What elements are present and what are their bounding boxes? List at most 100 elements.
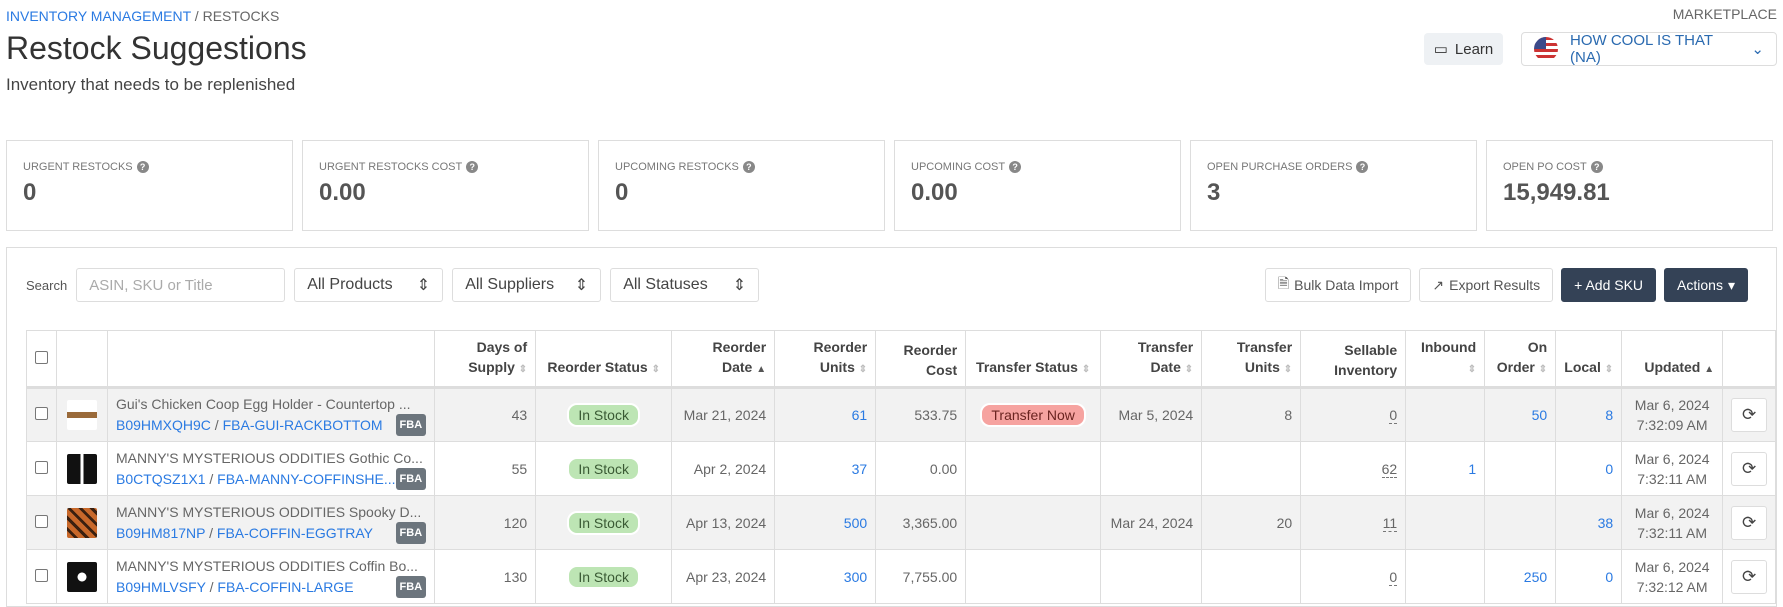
asin-link[interactable]: B09HMXQH9C	[116, 417, 211, 433]
help-icon[interactable]: ?	[1356, 161, 1369, 173]
reorder-units-cell: 37	[774, 441, 877, 496]
column-header[interactable]: Transfer Units ⇕	[1201, 330, 1302, 389]
video-icon: ▭	[1433, 41, 1448, 58]
product-thumbnail[interactable]	[67, 507, 97, 538]
sku-link[interactable]: FBA-MANNY-COFFINSHE...	[217, 470, 396, 487]
bulk-import-button[interactable]: 🗎 Bulk Data Import	[1264, 268, 1412, 302]
sku-link[interactable]: FBA-COFFIN-EGGTRAY	[216, 524, 373, 541]
column-header[interactable]: Inbound ⇕	[1405, 330, 1486, 389]
inbound-cell	[1405, 495, 1486, 550]
stat-card: OPEN PO COST? 15,949.81	[1486, 140, 1773, 231]
help-icon[interactable]: ?	[136, 161, 149, 173]
product-thumbnail[interactable]	[67, 561, 97, 592]
asin-link[interactable]: B09HM817NP	[116, 524, 206, 541]
column-header[interactable]: Reorder Units ⇕	[774, 330, 877, 389]
help-icon[interactable]: ?	[742, 161, 755, 173]
learn-button[interactable]: ▭ Learn	[1424, 33, 1503, 65]
help-icon[interactable]: ?	[1590, 161, 1603, 173]
filter-toolbar: Search All Products ⇕ All Suppliers ⇕ All …	[26, 268, 760, 302]
page-title: Restock Suggestions	[6, 30, 307, 66]
column-header[interactable]: Reorder Date ▲	[671, 330, 776, 389]
column-header[interactable]: Transfer Status ⇕	[965, 330, 1102, 389]
onorder-value[interactable]: 250	[1523, 568, 1548, 585]
product-thumbnail[interactable]	[67, 400, 97, 430]
learn-label: Learn	[1454, 40, 1494, 58]
tunits-value: 8	[1284, 407, 1293, 423]
sort-icon[interactable]: ▲	[756, 364, 767, 375]
sort-icon[interactable]: ⇕	[858, 364, 868, 375]
row-checkbox[interactable]	[35, 407, 48, 420]
stat-label: URGENT RESTOCKS	[23, 161, 133, 173]
product-header	[106, 330, 436, 389]
column-header[interactable]: On Order ⇕	[1484, 330, 1557, 389]
sort-icon[interactable]: ⇕	[1184, 364, 1194, 375]
stat-value: 0	[23, 179, 37, 206]
suppliers-select[interactable]: All Suppliers ⇕	[452, 268, 602, 302]
marketplace-select[interactable]: HOW COOL IS THAT (NA) ⌄	[1521, 32, 1777, 66]
rdate-value: Mar 21, 2024	[683, 407, 767, 423]
stat-value: 3	[1207, 179, 1221, 206]
column-header[interactable]: Updated ▲	[1621, 330, 1724, 389]
runits-value[interactable]: 37	[851, 460, 868, 477]
refresh-button[interactable]: ⟳	[1731, 398, 1768, 432]
column-header[interactable]: Local ⇕	[1555, 330, 1623, 389]
asin-link[interactable]: B09HMLVSFY	[116, 578, 206, 595]
product-thumbnail[interactable]	[67, 453, 97, 484]
local-value[interactable]: 0	[1605, 568, 1614, 585]
onorder-value[interactable]: 50	[1531, 407, 1548, 423]
sort-icon[interactable]: ⇕	[1604, 364, 1614, 375]
stat-card: OPEN PURCHASE ORDERS? 3	[1190, 140, 1477, 231]
transfer-units-cell	[1201, 549, 1302, 604]
column-header[interactable]: Days of Supply ⇕	[434, 330, 537, 389]
local-value[interactable]: 0	[1605, 460, 1614, 477]
breadcrumb-inventory-management[interactable]: INVENTORY MANAGEMENT	[6, 8, 191, 24]
sort-icon[interactable]: ⇕	[1283, 364, 1293, 375]
select-all-checkbox[interactable]	[35, 350, 48, 364]
column-header[interactable]: Transfer Date ⇕	[1100, 330, 1203, 389]
statuses-select[interactable]: All Statuses ⇕	[610, 268, 760, 302]
reorder-cost-cell: 0.00	[875, 441, 967, 496]
sku-link[interactable]: FBA-COFFIN-LARGE	[217, 578, 354, 595]
sort-icon[interactable]: ⇕	[1538, 364, 1548, 375]
breadcrumb-restocks: RESTOCKS	[202, 8, 280, 24]
column-header[interactable]: Sellable Inventory	[1300, 330, 1407, 389]
sort-icon[interactable]: ⇕	[1467, 364, 1477, 375]
fba-badge: FBA	[395, 467, 427, 490]
inbound-value[interactable]: 1	[1468, 460, 1477, 477]
row-checkbox[interactable]	[35, 514, 48, 528]
help-icon[interactable]: ?	[466, 161, 479, 173]
export-results-button[interactable]: ↗ Export Results	[1419, 268, 1554, 302]
local-value[interactable]: 8	[1605, 407, 1614, 423]
caret-down-icon: ▾	[1727, 276, 1735, 293]
actions-button[interactable]: Actions ▾	[1664, 268, 1748, 302]
days-value: 120	[503, 514, 528, 531]
product-title: MANNY'S MYSTERIOUS ODDITIES Spooky D...	[116, 503, 422, 520]
column-header[interactable]: Reorder Status ⇕	[535, 330, 673, 389]
sort-icon[interactable]: ⇕	[1081, 364, 1091, 375]
row-checkbox[interactable]	[35, 568, 48, 582]
sort-icon[interactable]: ⇕	[651, 364, 660, 375]
add-sku-button[interactable]: + Add SKU	[1561, 268, 1657, 302]
help-icon[interactable]: ?	[1009, 161, 1022, 173]
products-select[interactable]: All Products ⇕	[294, 268, 444, 302]
runits-value[interactable]: 500	[843, 514, 868, 531]
refresh-button[interactable]: ⟳	[1731, 559, 1768, 594]
sort-icon[interactable]: ▲	[1704, 364, 1715, 375]
sku-link[interactable]: FBA-GUI-RACKBOTTOM	[222, 417, 383, 433]
search-input[interactable]	[76, 268, 286, 302]
sellable-value: 0	[1389, 568, 1398, 586]
sellable-cell: 0	[1300, 549, 1407, 604]
updated-date: Mar 6, 2024	[1634, 450, 1710, 467]
column-label: Sellable Inventory	[1334, 342, 1398, 378]
rcost-value: 3,365.00	[902, 514, 958, 531]
asin-link[interactable]: B0CTQSZ1X1	[116, 470, 206, 487]
runits-value[interactable]: 61	[851, 407, 868, 423]
local-value[interactable]: 38	[1597, 514, 1614, 531]
row-checkbox[interactable]	[35, 460, 48, 474]
sort-icon[interactable]: ⇕	[518, 364, 528, 375]
column-header[interactable]: Reorder Cost	[875, 330, 967, 389]
row-select-cell	[26, 441, 57, 496]
runits-value[interactable]: 300	[843, 568, 868, 585]
refresh-button[interactable]: ⟳	[1731, 451, 1768, 486]
refresh-button[interactable]: ⟳	[1731, 505, 1768, 540]
